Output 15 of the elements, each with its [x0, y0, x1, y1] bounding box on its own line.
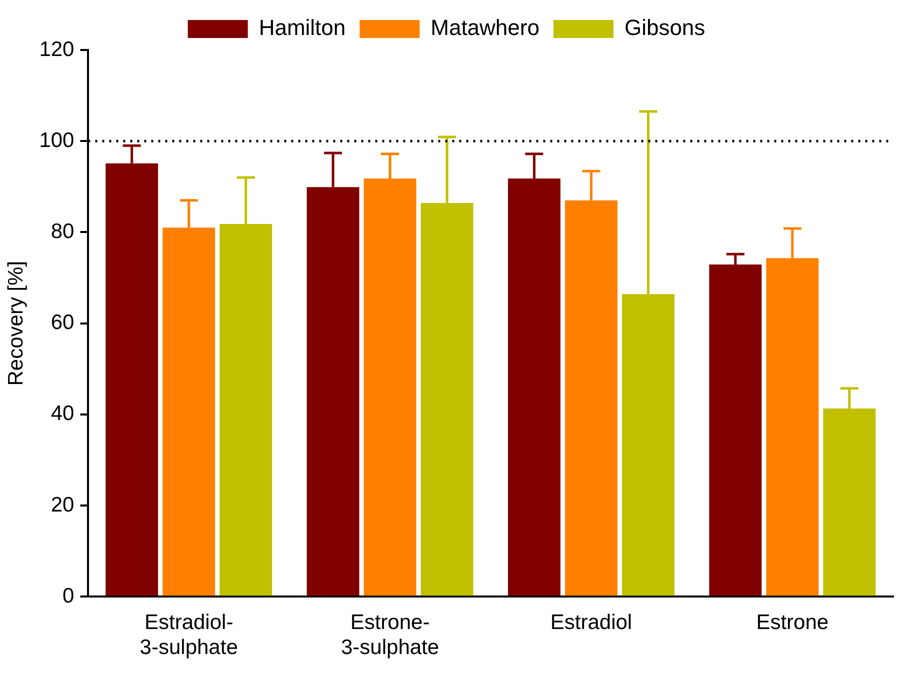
legend-label: Gibsons: [624, 15, 706, 40]
x-tick-label: Estradiol-3-sulphate: [140, 610, 238, 660]
y-tick-label: 120: [39, 38, 74, 61]
x-tick-label: Estrone-3-sulphate: [340, 610, 440, 660]
y-tick-label: 100: [39, 128, 74, 152]
y-tick-label: 40: [50, 402, 74, 426]
y-tick-label: 20: [50, 493, 74, 516]
y-tick-label: 60: [50, 311, 74, 334]
legend-label: Hamilton: [258, 15, 346, 40]
y-tick-label: 0: [62, 584, 74, 608]
y-axis-title: Recovery [%]: [4, 260, 28, 386]
y-tick-label: 80: [50, 220, 74, 243]
legend-label: Matawhero: [430, 15, 540, 40]
x-tick-label: Estrone: [756, 610, 829, 634]
x-tick-label: Estradiol: [550, 610, 632, 634]
